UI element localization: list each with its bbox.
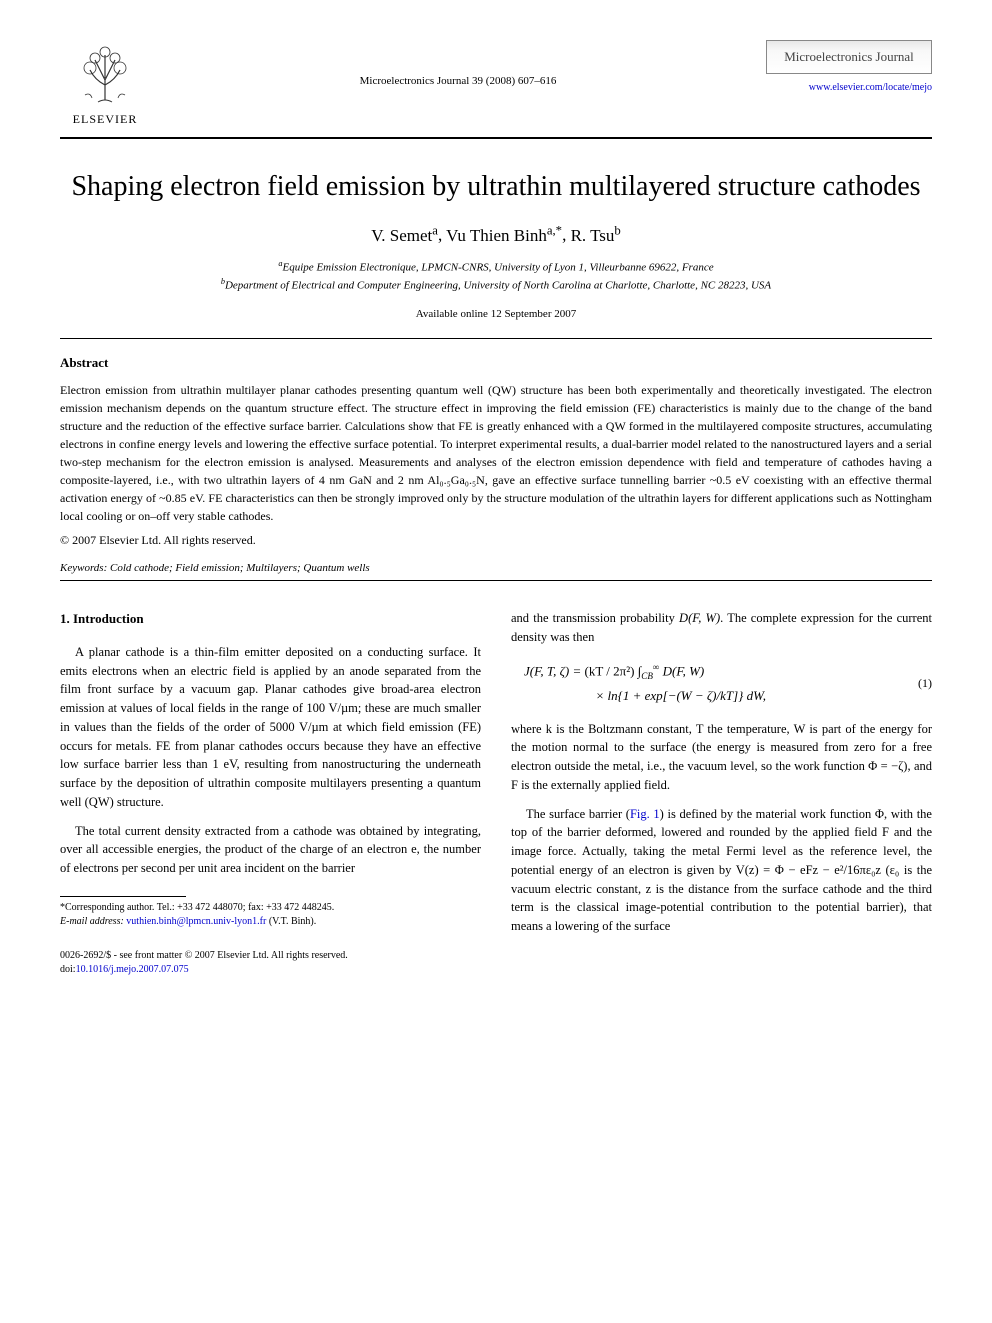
header-row: ELSEVIER Microelectronics Journal 39 (20…	[60, 40, 932, 127]
corresponding-author-line: *Corresponding author. Tel.: +33 472 448…	[60, 901, 481, 915]
rule-after-keywords	[60, 580, 932, 581]
footnote-block: *Corresponding author. Tel.: +33 472 448…	[60, 901, 481, 929]
section-title: Introduction	[73, 611, 144, 626]
journal-name: Microelectronics Journal	[779, 49, 919, 65]
email-author-name: (V.T. Binh).	[269, 916, 316, 927]
affiliation-b: bDepartment of Electrical and Computer E…	[60, 276, 932, 294]
equation-number: (1)	[902, 674, 932, 692]
left-column: 1. Introduction A planar cathode is a th…	[60, 609, 481, 977]
journal-url-link[interactable]: www.elsevier.com/locate/mejo	[809, 82, 932, 93]
right-column: and the transmission probability D(F, W)…	[511, 609, 932, 977]
author-3: R. Tsub	[571, 226, 621, 245]
keywords-values: Cold cathode; Field emission; Multilayer…	[110, 562, 370, 574]
right-para-3: The surface barrier (Fig. 1) is defined …	[511, 805, 932, 936]
right-para-1: and the transmission probability D(F, W)…	[511, 609, 932, 647]
elsevier-tree-icon	[70, 40, 140, 110]
rule-top	[60, 137, 932, 139]
keywords-line: Keywords: Cold cathode; Field emission; …	[60, 562, 932, 574]
equation-1: J(F, T, ζ) = (kT / 2π²) ∫CB∞ D(F, W) × l…	[511, 659, 932, 708]
section-heading-intro: 1. Introduction	[60, 609, 481, 629]
abstract-body: Electron emission from ultrathin multila…	[60, 381, 932, 525]
header-right-column: Microelectronics Journal www.elsevier.co…	[766, 40, 932, 93]
affiliation-a: aEquipe Emission Electronique, LPMCN-CNR…	[60, 258, 932, 276]
issn-line: 0026-2692/$ - see front matter © 2007 El…	[60, 949, 481, 963]
article-title: Shaping electron field emission by ultra…	[60, 169, 932, 205]
section-number: 1.	[60, 611, 70, 626]
abstract-heading: Abstract	[60, 355, 932, 371]
right-para-2: where k is the Boltzmann constant, T the…	[511, 720, 932, 795]
equation-body: J(F, T, ζ) = (kT / 2π²) ∫CB∞ D(F, W) × l…	[511, 659, 902, 708]
intro-para-1: A planar cathode is a thin-film emitter …	[60, 643, 481, 812]
two-column-body: 1. Introduction A planar cathode is a th…	[60, 609, 932, 977]
bottom-publication-info: 0026-2692/$ - see front matter © 2007 El…	[60, 949, 481, 977]
publisher-name: ELSEVIER	[73, 112, 138, 127]
keywords-label: Keywords:	[60, 562, 107, 574]
available-online-date: Available online 12 September 2007	[60, 308, 932, 320]
doi-value[interactable]: 10.1016/j.mejo.2007.07.075	[76, 964, 189, 975]
publisher-logo-block: ELSEVIER	[60, 40, 150, 127]
authors-line: V. Semeta, Vu Thien Binha,*, R. Tsub	[60, 223, 932, 246]
doi-label: doi:	[60, 964, 76, 975]
rule-before-abstract	[60, 338, 932, 339]
author-2: Vu Thien Binha,*	[446, 226, 562, 245]
intro-para-2: The total current density extracted from…	[60, 822, 481, 878]
doi-line: doi:10.1016/j.mejo.2007.07.075	[60, 963, 481, 977]
email-line: E-mail address: vuthien.binh@lpmcn.univ-…	[60, 915, 481, 929]
author-1: V. Semeta	[371, 226, 438, 245]
journal-reference: Microelectronics Journal 39 (2008) 607–6…	[150, 40, 766, 87]
author-email[interactable]: vuthien.binh@lpmcn.univ-lyon1.fr	[126, 916, 266, 927]
figure-1-reference[interactable]: Fig. 1	[630, 807, 660, 821]
affiliations-block: aEquipe Emission Electronique, LPMCN-CNR…	[60, 258, 932, 294]
footnote-rule	[60, 896, 186, 897]
email-label: E-mail address:	[60, 916, 124, 927]
journal-title-box: Microelectronics Journal	[766, 40, 932, 74]
abstract-copyright: © 2007 Elsevier Ltd. All rights reserved…	[60, 533, 932, 548]
page-container: ELSEVIER Microelectronics Journal 39 (20…	[0, 0, 992, 1017]
